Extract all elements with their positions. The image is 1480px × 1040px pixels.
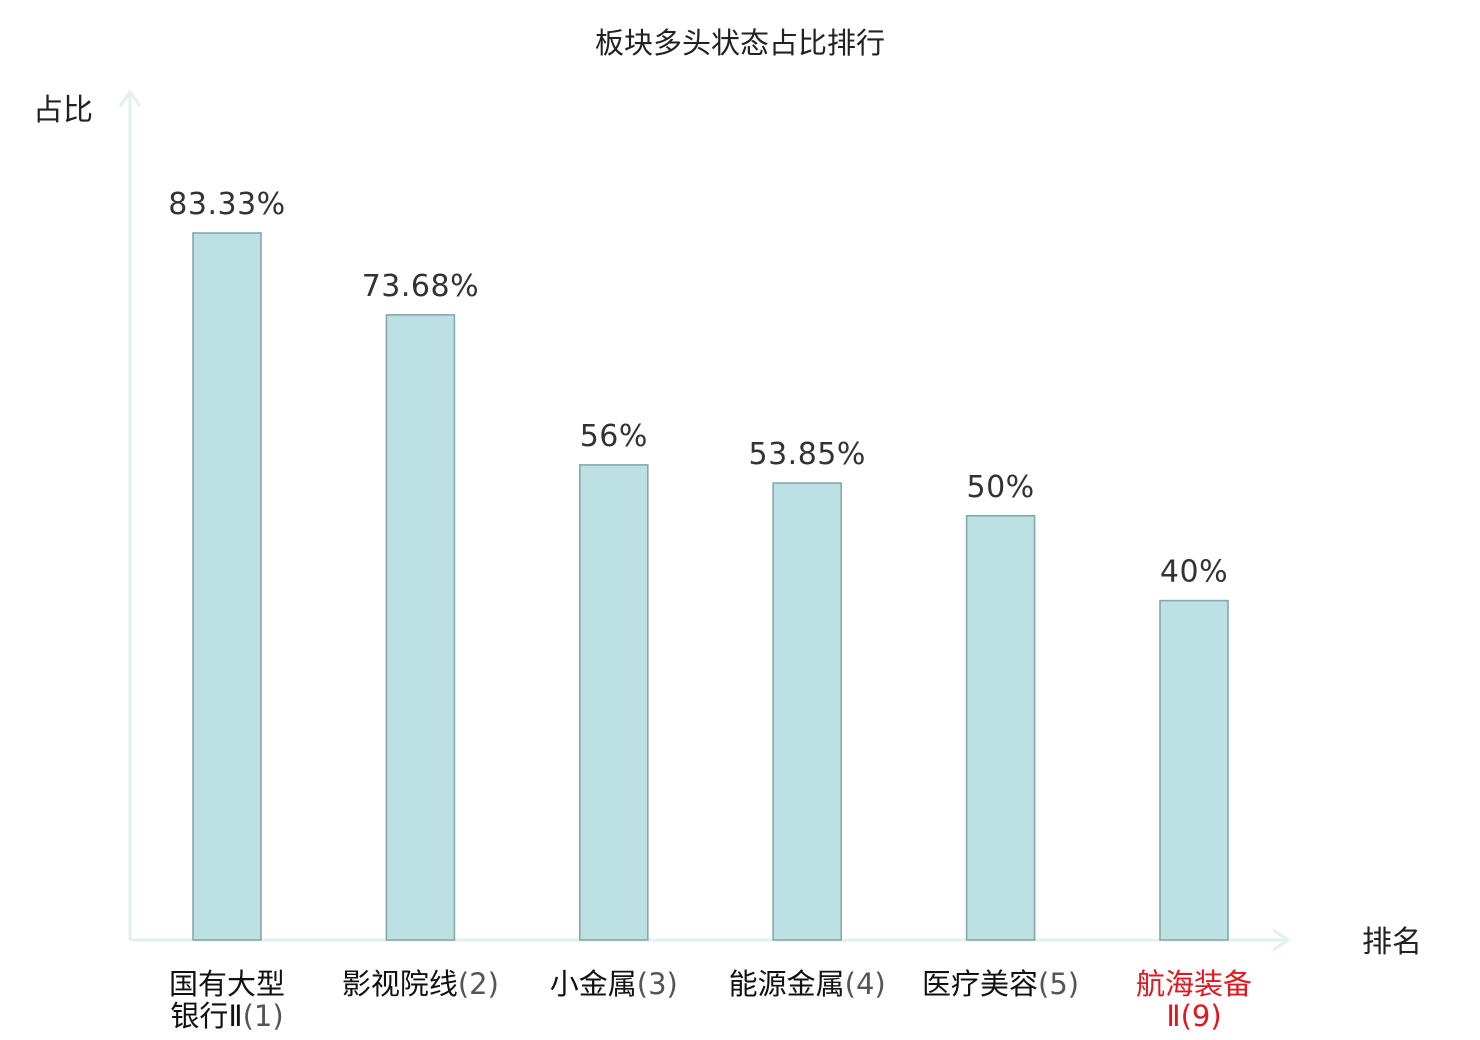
category-label-1: 国有大型银行Ⅱ(1)	[169, 967, 285, 1033]
bar-5	[965, 514, 1036, 941]
category-label-line: 银行Ⅱ(1)	[170, 999, 283, 1033]
bar-3	[578, 464, 649, 941]
category-label-line: 影视院线(2)	[342, 967, 499, 1001]
category-label-line: 航海装备	[1136, 967, 1252, 1001]
category-label-5: 医疗美容(5)	[922, 967, 1079, 1001]
x-axis-title: 排名	[1362, 925, 1422, 960]
value-label-4: 53.85%	[749, 437, 866, 472]
value-label-3: 56%	[580, 419, 648, 454]
value-label-2: 73.68%	[362, 269, 479, 304]
bars-group	[192, 232, 1229, 941]
value-label-6: 40%	[1160, 555, 1228, 590]
y-axis-title: 占比	[33, 93, 93, 128]
category-labels-group: 国有大型银行Ⅱ(1) 影视院线(2) 小金属(3) 能源金属(4) 医疗美容(5) 航海装…	[169, 967, 1252, 1033]
category-label-4: 能源金属(4)	[729, 967, 886, 1001]
axes	[118, 89, 1291, 952]
category-label-2: 影视院线(2)	[342, 967, 499, 1001]
bar-4	[772, 482, 843, 941]
y-axis-arrowhead	[118, 89, 142, 107]
category-label-line: 能源金属(4)	[729, 967, 886, 1001]
category-label-line: 小金属(3)	[550, 967, 678, 1001]
category-label-line: 国有大型	[169, 967, 285, 1001]
x-axis-arrowhead	[1272, 928, 1291, 952]
category-label-3: 小金属(3)	[550, 967, 678, 1001]
bar-1	[192, 232, 262, 941]
bar-6	[1159, 599, 1229, 941]
category-label-line: 医疗美容(5)	[922, 967, 1079, 1001]
bar-2	[385, 314, 456, 941]
value-labels-group: 83.33% 73.68% 56% 53.85% 50% 40%	[168, 187, 1228, 590]
category-label-6: 航海装备 Ⅱ(9)	[1136, 967, 1252, 1033]
value-label-5: 50%	[967, 470, 1035, 505]
chart-title: 板块多头状态占比排行	[595, 26, 885, 60]
category-label-line: Ⅱ(9)	[1166, 999, 1221, 1033]
value-label-1: 83.33%	[168, 187, 285, 222]
